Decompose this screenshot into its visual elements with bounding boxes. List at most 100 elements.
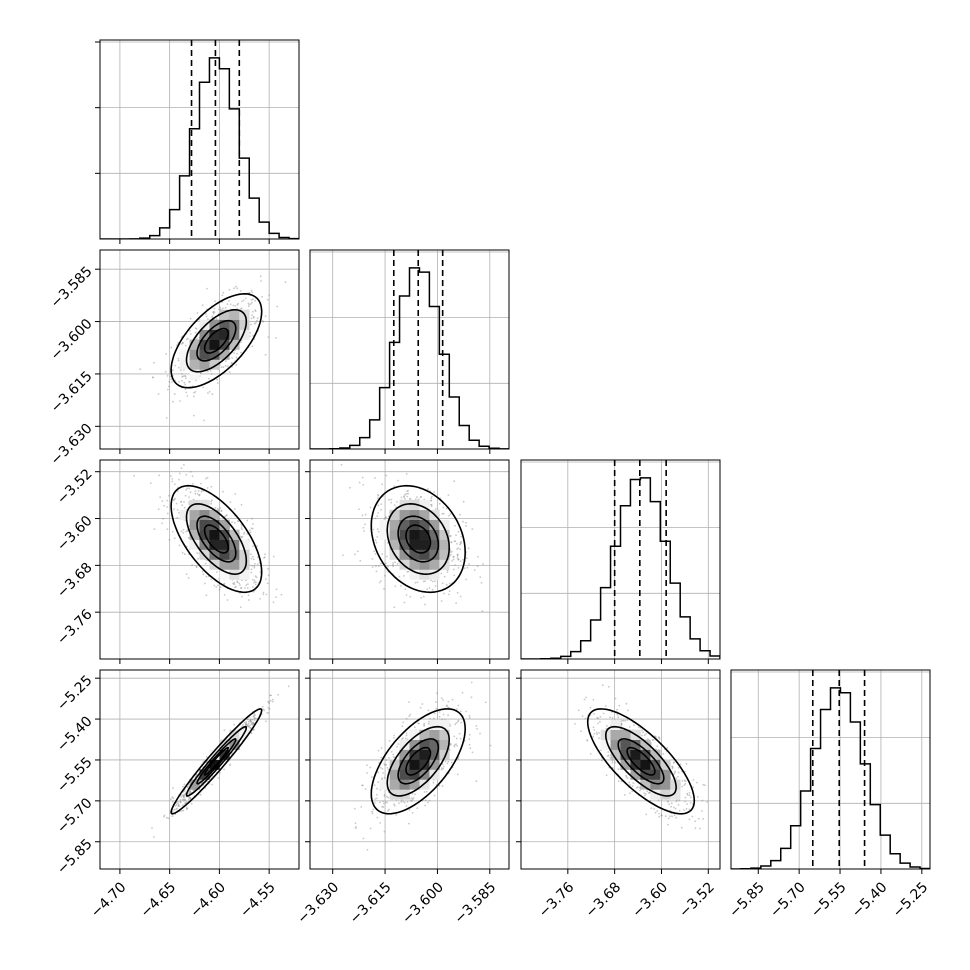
sample-point bbox=[219, 306, 222, 309]
sample-point bbox=[431, 495, 433, 498]
sample-point bbox=[234, 586, 237, 589]
sample-point bbox=[243, 533, 245, 535]
sample-point bbox=[396, 501, 398, 503]
sample-point bbox=[481, 610, 484, 612]
sample-point bbox=[240, 536, 243, 538]
sample-point bbox=[182, 375, 185, 378]
sample-point bbox=[246, 587, 249, 589]
sample-point bbox=[435, 707, 438, 710]
sample-point bbox=[377, 781, 380, 784]
sample-point bbox=[249, 724, 251, 727]
sample-point bbox=[577, 709, 580, 712]
sample-point bbox=[601, 759, 603, 762]
sample-point bbox=[694, 827, 697, 830]
sample-point bbox=[229, 501, 232, 503]
sample-point bbox=[475, 725, 478, 727]
sample-point bbox=[179, 800, 182, 803]
sample-point bbox=[186, 395, 189, 397]
sample-point bbox=[233, 508, 236, 510]
sample-point bbox=[414, 581, 417, 584]
sample-point bbox=[265, 593, 268, 596]
sample-point bbox=[390, 750, 393, 753]
sample-point bbox=[205, 315, 208, 318]
sample-point bbox=[593, 732, 596, 735]
sample-point bbox=[153, 836, 155, 838]
sample-point bbox=[197, 557, 200, 560]
sample-point bbox=[667, 817, 670, 820]
sample-point bbox=[178, 366, 180, 369]
sample-point bbox=[466, 566, 469, 569]
density-cell bbox=[229, 309, 240, 320]
sample-point bbox=[203, 419, 205, 422]
sample-point bbox=[691, 815, 694, 818]
sample-point bbox=[251, 719, 254, 721]
sample-point bbox=[196, 338, 198, 340]
sample-point bbox=[182, 804, 184, 807]
sample-point bbox=[440, 600, 443, 602]
density-cell bbox=[189, 359, 200, 370]
density-cell bbox=[640, 739, 651, 750]
sample-point bbox=[164, 370, 167, 373]
sample-point bbox=[184, 494, 187, 497]
sample-point bbox=[180, 373, 183, 375]
sample-point bbox=[267, 712, 270, 714]
sample-point bbox=[182, 341, 184, 344]
sample-point bbox=[255, 581, 257, 584]
density-cell bbox=[229, 549, 240, 560]
density-cell bbox=[189, 349, 200, 360]
sample-point bbox=[463, 567, 466, 569]
sample-point bbox=[199, 372, 202, 374]
sample-point bbox=[166, 499, 169, 502]
sample-point bbox=[371, 776, 373, 778]
density-cell bbox=[650, 789, 661, 800]
sample-point bbox=[167, 385, 170, 388]
sample-point bbox=[178, 805, 181, 807]
sample-point bbox=[403, 601, 406, 604]
sample-point bbox=[171, 811, 174, 814]
sample-point bbox=[204, 582, 206, 585]
sample-point bbox=[251, 564, 254, 567]
sample-point bbox=[254, 309, 256, 311]
sample-point bbox=[641, 734, 643, 737]
sample-point bbox=[234, 349, 237, 352]
sample-point bbox=[447, 706, 449, 709]
sample-point bbox=[249, 719, 252, 722]
sample-point bbox=[259, 598, 261, 600]
sample-point bbox=[628, 781, 631, 784]
sample-point bbox=[212, 311, 215, 313]
sample-point bbox=[401, 737, 404, 740]
sample-point bbox=[684, 782, 687, 785]
sample-point bbox=[189, 798, 192, 800]
density-cell bbox=[610, 749, 621, 760]
density-cell bbox=[640, 779, 651, 790]
sample-point bbox=[240, 587, 243, 589]
sample-point bbox=[377, 512, 380, 514]
sample-point bbox=[256, 545, 258, 548]
contour-2 bbox=[196, 515, 237, 563]
density-cell bbox=[419, 779, 430, 790]
sample-point bbox=[245, 579, 247, 582]
sample-point bbox=[666, 801, 669, 803]
sample-point bbox=[683, 784, 686, 786]
sample-point bbox=[204, 562, 207, 565]
sample-point bbox=[418, 722, 420, 725]
sample-point bbox=[380, 508, 382, 511]
contour-3 bbox=[203, 746, 229, 776]
sample-point bbox=[354, 827, 357, 829]
sample-point bbox=[151, 376, 154, 379]
sample-point bbox=[252, 722, 255, 725]
sample-point bbox=[449, 743, 452, 746]
sample-point bbox=[649, 799, 652, 802]
sample-point bbox=[448, 593, 450, 596]
sample-point bbox=[631, 785, 634, 787]
sample-point bbox=[241, 300, 243, 303]
sample-point bbox=[185, 808, 188, 811]
sample-point bbox=[355, 826, 357, 828]
density-cell bbox=[239, 329, 250, 340]
sample-point bbox=[178, 472, 181, 475]
sample-point bbox=[252, 310, 254, 313]
density-cell bbox=[409, 779, 420, 790]
sample-point bbox=[598, 737, 600, 740]
sample-point bbox=[447, 760, 450, 763]
sample-point bbox=[402, 721, 405, 724]
